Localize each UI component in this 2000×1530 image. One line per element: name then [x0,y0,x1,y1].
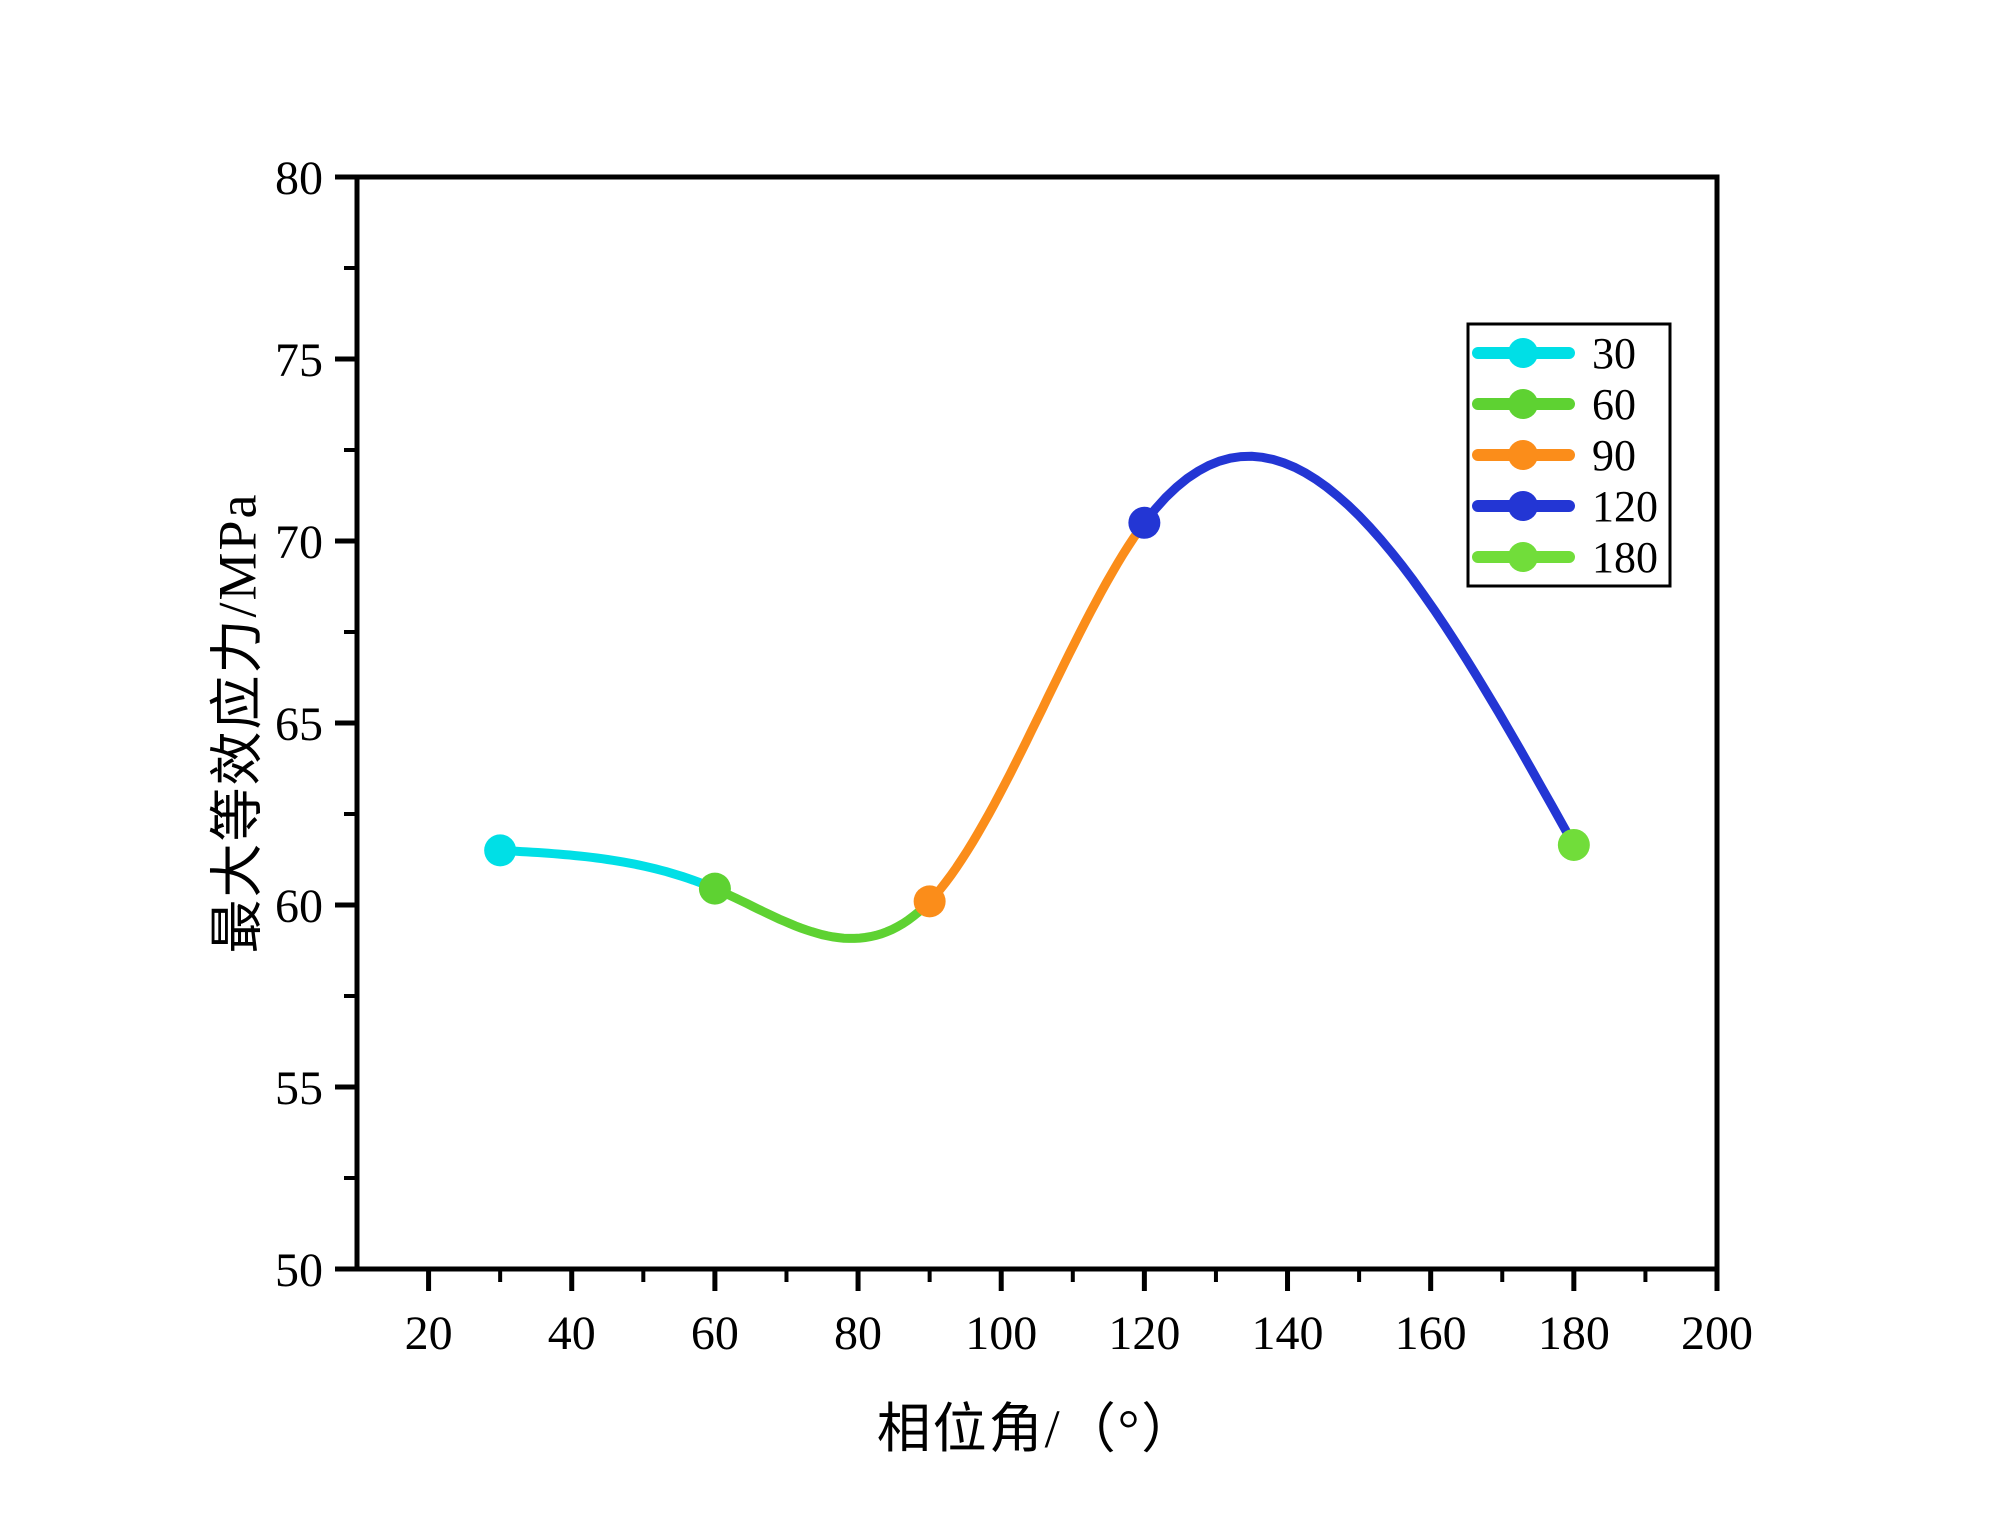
data-point-90 [913,885,946,918]
legend-label: 30 [1592,329,1636,378]
x-tick-label: 80 [834,1307,882,1360]
legend-label: 60 [1592,380,1636,429]
data-point-180 [1557,828,1590,861]
x-tick-label: 120 [1108,1307,1180,1360]
data-point-120 [1128,506,1161,539]
legend-item-90: 90 [1472,431,1636,480]
legend-item-30: 30 [1472,329,1636,378]
legend-item-120: 120 [1472,482,1658,531]
curve-segment-30 [495,845,720,894]
y-tick-label: 55 [275,1062,323,1115]
legend-marker-icon [1508,440,1538,470]
legend-label: 120 [1592,482,1658,531]
legend-marker-icon [1508,491,1538,521]
x-tick-label: 20 [405,1307,453,1360]
x-tick-label: 200 [1681,1307,1753,1360]
data-point-60 [698,872,731,905]
y-tick-label: 60 [275,880,323,933]
data-point-30 [484,834,517,867]
x-tick-label: 100 [965,1307,1037,1360]
spline-curve [495,451,1579,943]
x-axis-label: 相位角/（°） [876,1399,1198,1459]
curve-segment-120 [1139,451,1579,850]
y-tick-label: 50 [275,1244,323,1297]
x-tick-label: 60 [691,1307,739,1360]
legend-item-180: 180 [1472,533,1658,582]
legend-marker-icon [1508,389,1538,419]
legend-item-60: 60 [1472,380,1636,429]
x-tick-label: 180 [1538,1307,1610,1360]
x-tick-label: 140 [1252,1307,1324,1360]
x-tick-label: 40 [548,1307,596,1360]
y-tick-label: 75 [275,334,323,387]
data-points [484,506,1590,918]
y-tick-label: 70 [275,516,323,569]
legend-label: 90 [1592,431,1636,480]
curve-segment-90 [925,518,1149,906]
y-tick-label: 65 [275,698,323,751]
curve-segment-60 [710,884,935,943]
legend-label: 180 [1592,533,1658,582]
legend-marker-icon [1508,542,1538,572]
y-tick-label: 80 [275,152,323,205]
y-axis-label: 最大等效应力/MPa [207,492,268,954]
axis-ticks: 50 55 60 65 70 75 80 20 40 60 80 100 120 140 160 180 200 [275,152,1753,1360]
x-tick-label: 160 [1395,1307,1467,1360]
legend-marker-icon [1508,338,1538,368]
